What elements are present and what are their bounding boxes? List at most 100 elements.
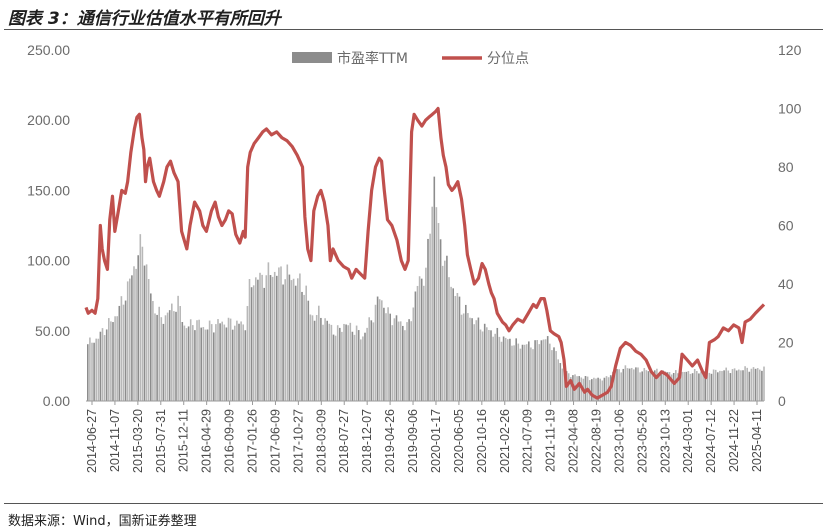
pe-ttm-bar	[626, 368, 629, 401]
pe-ttm-bar	[761, 370, 763, 401]
pe-ttm-bar	[387, 307, 389, 401]
pe-ttm-bar	[320, 317, 322, 401]
pe-ttm-bar	[328, 323, 331, 401]
pe-ttm-bar	[343, 323, 345, 401]
pe-ttm-bar	[311, 315, 314, 401]
pe-ttm-bar	[429, 233, 431, 401]
pe-ttm-bar	[248, 279, 251, 401]
data-source-note: 数据来源：Wind，国新证券整理	[8, 514, 197, 529]
pe-ttm-bar	[276, 275, 278, 401]
pe-ttm-bar	[420, 278, 423, 401]
pe-ttm-bar	[454, 296, 457, 401]
pe-ttm-bar	[351, 331, 354, 401]
pe-ttm-bar	[370, 320, 373, 401]
pe-ttm-bar	[108, 318, 110, 401]
pe-ttm-bar	[280, 266, 282, 401]
pe-ttm-bar	[137, 255, 139, 401]
pe-ttm-bar	[603, 377, 606, 401]
pe-ttm-bar	[706, 369, 709, 401]
pe-ttm-bar	[288, 274, 291, 401]
x-axis-tick-label: 2023-05-26	[635, 409, 649, 473]
pe-ttm-bar	[460, 314, 463, 401]
pe-ttm-bar	[341, 331, 343, 401]
pe-ttm-bar	[294, 285, 297, 401]
pe-ttm-bar	[488, 330, 490, 401]
pe-ttm-bar	[530, 347, 532, 401]
pe-ttm-bar	[633, 369, 635, 401]
right-axis-tick-label: 0	[778, 393, 786, 409]
pe-ttm-bar	[504, 337, 507, 401]
pe-ttm-bar	[616, 369, 618, 401]
pe-ttm-bar	[492, 336, 494, 401]
pe-ttm-bar	[126, 281, 129, 401]
pe-ttm-bar	[448, 277, 450, 401]
pe-ttm-bar	[269, 275, 272, 401]
pe-ttm-bar	[496, 327, 499, 401]
pe-ttm-bar	[567, 373, 570, 401]
pe-ttm-bar	[202, 327, 205, 401]
pe-ttm-bar	[458, 296, 461, 401]
pe-ttm-bar	[164, 315, 167, 401]
x-axis-tick-label: 2017-06-09	[268, 409, 282, 473]
pe-ttm-bar	[456, 293, 459, 401]
pe-ttm-bar	[91, 342, 93, 401]
pe-ttm-bar	[324, 318, 326, 401]
pe-ttm-bar	[240, 321, 242, 401]
pe-ttm-bar	[685, 371, 688, 401]
pe-ttm-bar	[122, 304, 125, 401]
chart-title: 图表 3：通信行业估值水平有所回升	[8, 9, 281, 29]
pe-ttm-bar	[330, 324, 333, 401]
pe-ttm-bar	[284, 279, 286, 401]
pe-ttm-bar	[267, 262, 270, 401]
pe-ttm-bar	[158, 306, 160, 401]
x-axis-tick-label: 2019-09-06	[406, 409, 420, 473]
x-axis-tick-label: 2018-12-07	[360, 409, 374, 473]
pe-ttm-bar	[129, 278, 131, 401]
pe-ttm-bar	[145, 264, 148, 401]
left-axis-tick-label: 50.00	[35, 323, 70, 339]
pe-ttm-bar	[265, 275, 268, 401]
pe-ttm-bar	[374, 304, 377, 401]
pe-ttm-bar	[110, 321, 112, 401]
right-axis-tick-label: 20	[778, 335, 794, 351]
right-axis-tick-label: 40	[778, 276, 794, 292]
pe-ttm-bar	[89, 337, 91, 401]
pe-ttm-bar	[355, 325, 358, 401]
pe-ttm-bar	[286, 264, 289, 401]
pe-ttm-bar	[702, 371, 704, 401]
pe-ttm-bar	[481, 331, 484, 401]
pe-ttm-bar	[502, 336, 505, 401]
pe-ttm-bar	[282, 284, 284, 401]
pe-ttm-bar	[465, 304, 467, 401]
pe-ttm-bar	[681, 371, 683, 401]
pe-ttm-bar	[515, 338, 517, 401]
pe-ttm-bar	[215, 324, 217, 401]
pe-ttm-bar	[668, 372, 671, 401]
pe-ttm-bar	[208, 320, 211, 401]
pe-ttm-bar	[561, 368, 564, 401]
pe-ttm-bar	[307, 300, 310, 401]
pe-ttm-bar	[120, 296, 123, 401]
pe-ttm-bar	[744, 366, 746, 401]
x-axis-tick-label: 2019-04-26	[383, 409, 397, 473]
pe-ttm-bar	[309, 314, 312, 401]
pe-ttm-bar	[105, 329, 108, 401]
pe-ttm-bar	[305, 285, 307, 401]
pe-ttm-bar	[544, 339, 547, 401]
right-axis-tick-label: 100	[778, 101, 802, 117]
pe-ttm-bar	[166, 312, 169, 401]
pe-ttm-bar	[475, 320, 478, 401]
pe-ttm-bar	[368, 317, 370, 401]
pe-ttm-bar	[318, 305, 320, 401]
pe-ttm-bar	[662, 370, 664, 401]
pe-ttm-bar	[179, 306, 181, 401]
pe-ttm-bar	[727, 370, 730, 401]
x-axis-tick-label: 2021-07-09	[521, 409, 535, 473]
x-axis-tick-label: 2021-02-26	[498, 409, 512, 473]
pe-ttm-bar	[542, 339, 545, 401]
pe-ttm-bar	[479, 329, 482, 401]
legend-percentile-label: 分位点	[487, 51, 529, 67]
x-axis-tick-label: 2015-03-20	[131, 409, 145, 473]
pe-ttm-bar	[194, 330, 196, 401]
pe-ttm-bar	[528, 341, 530, 401]
